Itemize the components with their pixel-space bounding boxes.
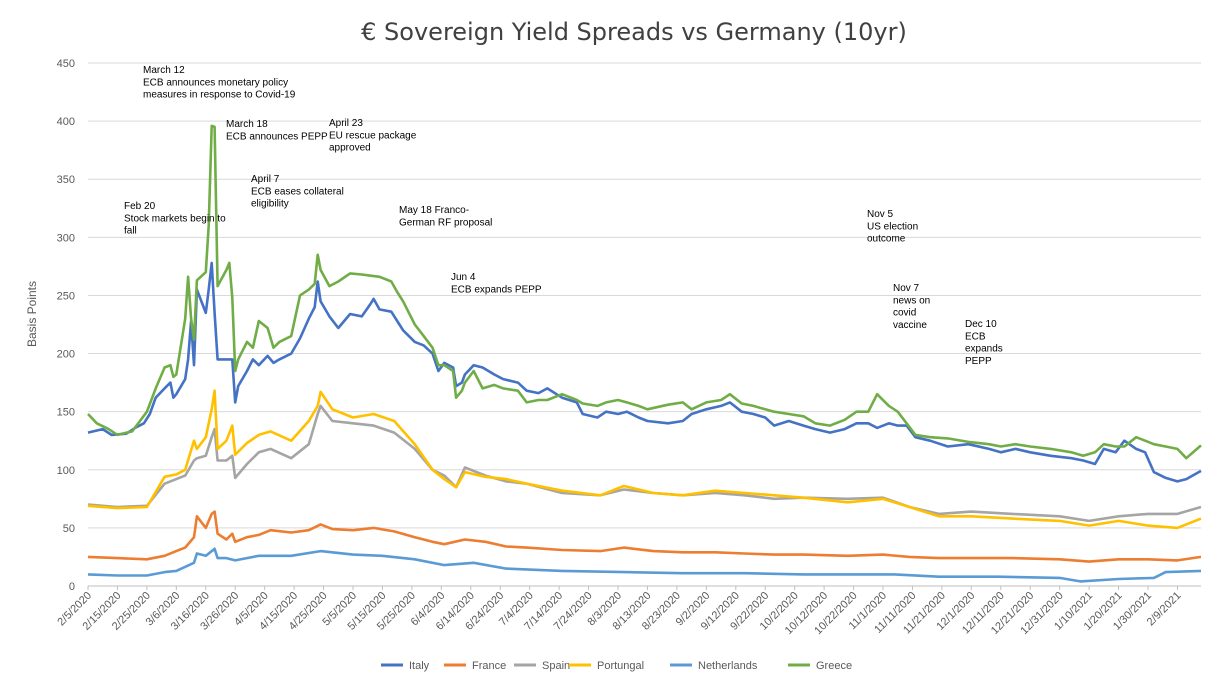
annotation-line: ECB eases collateral	[251, 186, 344, 197]
annotation-line: ECB announces monetary policy	[143, 77, 288, 88]
annotation-line: US election	[867, 221, 918, 232]
legend-label: Italy	[409, 660, 430, 672]
legend-label: France	[472, 660, 506, 672]
y-tick-label: 300	[57, 232, 75, 244]
legend-label: Netherlands	[698, 660, 758, 672]
y-tick-label: 250	[57, 290, 75, 302]
annotation-line: outcome	[867, 234, 906, 245]
annotation: Dec 10 ECB expands PEPP	[965, 319, 1003, 367]
annotations: March 12 ECB announces monetary policy mea…	[124, 65, 1003, 367]
y-tick-label: 450	[57, 58, 75, 70]
annotation: April 7 ECB eases collateral eligibility	[251, 174, 344, 210]
annotation-line: ECB announces PEPP	[226, 131, 328, 142]
annotation-line: PEPP	[965, 356, 992, 367]
y-tick-label: 50	[63, 523, 75, 535]
annotation: May 18 Franco-German RF proposal	[399, 205, 492, 228]
annotation-line: April 7	[251, 174, 280, 185]
legend-label: Greece	[816, 660, 852, 672]
chart-title: € Sovereign Yield Spreads vs Germany (10…	[361, 18, 907, 46]
series-lines	[87, 124, 1202, 583]
annotation: Feb 20 Stock markets begin to fall	[124, 201, 226, 237]
y-tick-label: 150	[57, 407, 75, 419]
gridlines	[88, 62, 1201, 587]
annotation-line: Dec 10	[965, 319, 997, 330]
annotation-line: eligibility	[251, 199, 289, 210]
annotation-line: EU rescue package	[329, 130, 417, 141]
annotation-line: Feb 20	[124, 201, 156, 212]
annotation-line: April 23	[329, 118, 363, 129]
annotation: Nov 7 news on covid vaccine	[893, 283, 930, 331]
y-axis-ticks: 0 50 100 150 200 250 300 350 400 450	[57, 58, 75, 593]
y-tick-label: 100	[57, 465, 75, 477]
annotation: Jun 4 ECB expands PEPP	[451, 272, 542, 295]
y-tick-label: 400	[57, 116, 75, 128]
series-line-spain	[87, 404, 1202, 523]
annotation-line: March 18	[226, 119, 268, 130]
series-line-portungal	[87, 389, 1202, 530]
y-tick-label: 0	[69, 581, 75, 593]
annotation-line: March 12	[143, 65, 185, 76]
annotation-line: May 18 Franco-	[399, 205, 469, 216]
annotation-line: vaccine	[893, 320, 927, 331]
legend-label: Spain	[542, 660, 570, 672]
annotation: March 12 ECB announces monetary policy mea…	[143, 65, 296, 101]
series-line-netherlands	[87, 547, 1202, 583]
annotation-line: Jun 4	[451, 272, 476, 283]
annotation: April 23 EU rescue package approved	[329, 118, 417, 154]
legend: Italy France Spain Portungal Netherlands Gree…	[381, 660, 852, 672]
legend-label: Portungal	[597, 660, 644, 672]
series-line-greece	[87, 124, 1202, 460]
annotation: Nov 5 US election outcome	[867, 209, 918, 245]
annotation-line: measures in response to Covid-19	[143, 90, 296, 101]
annotation-line: German RF proposal	[399, 217, 492, 228]
annotation: March 18 ECB announces PEPP	[226, 119, 328, 142]
x-axis-ticks: 2/5/20202/15/20202/25/20203/6/20203/16/2…	[55, 586, 1184, 637]
annotation-line: ECB expands PEPP	[451, 284, 542, 295]
y-axis-label: Basis Points	[25, 281, 39, 347]
annotation-line: news on	[893, 295, 930, 306]
annotation-line: Nov 5	[867, 209, 894, 220]
annotation-line: approved	[329, 143, 371, 154]
annotation-line: fall	[124, 226, 137, 237]
annotation-line: Nov 7	[893, 283, 920, 294]
annotation-line: Stock markets begin to	[124, 213, 226, 224]
series-line-italy	[87, 261, 1202, 483]
y-tick-label: 350	[57, 174, 75, 186]
series-line-france	[87, 510, 1202, 563]
annotation-line: expands	[965, 344, 1003, 355]
annotation-line: ECB	[965, 331, 986, 342]
annotation-line: covid	[893, 308, 916, 319]
y-tick-label: 200	[57, 349, 75, 361]
